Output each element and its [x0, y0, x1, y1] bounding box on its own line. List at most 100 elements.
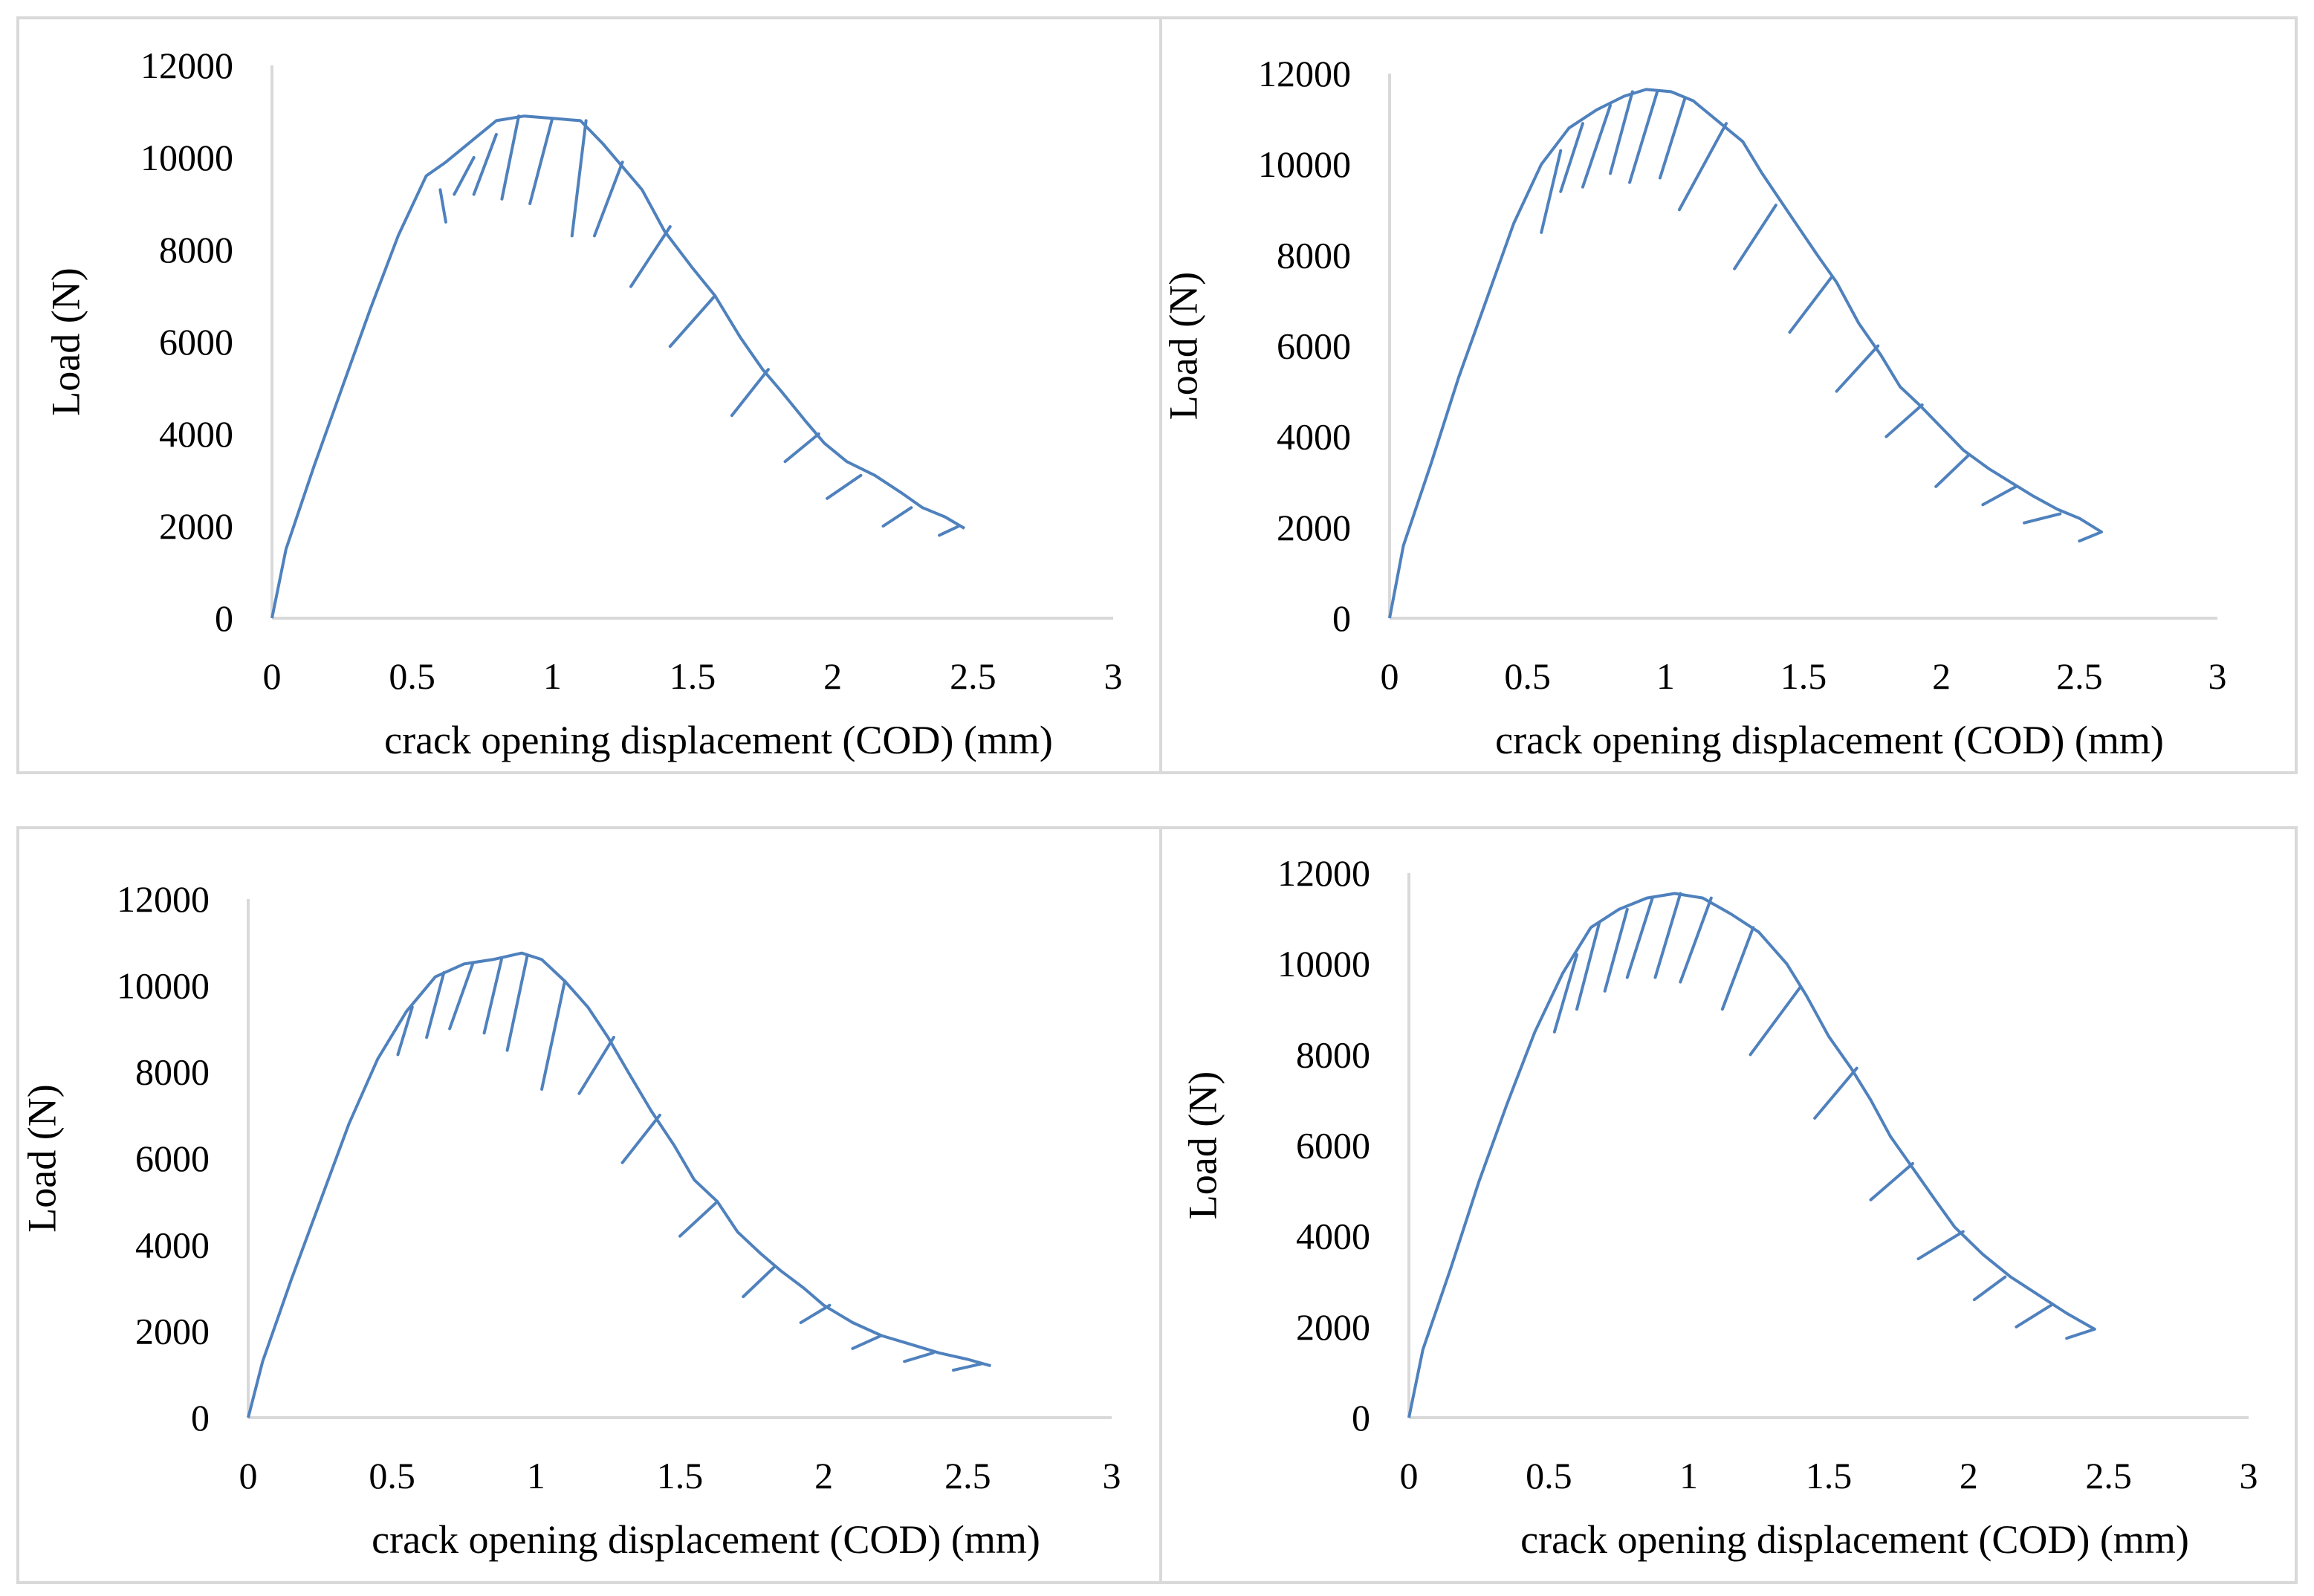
x-tick-label: 0 — [1400, 1455, 1419, 1496]
chart-2-svg: 0 2000 4000 6000 8000 10000 12000 0 0.5 1 1.5 2 2.5 3… — [1162, 53, 2227, 762]
unload-reload-segment — [438, 188, 447, 224]
unload-reload-segment — [570, 119, 588, 238]
x-tick-label: 1.5 — [657, 1455, 704, 1496]
x-tick-label: 0 — [239, 1455, 258, 1496]
series-line — [247, 951, 991, 1418]
x-axis-title: crack opening displacement (COD) (mm) — [384, 718, 1053, 762]
x-tick-label: 0.5 — [369, 1455, 415, 1496]
unload-reload-segment — [1934, 453, 1971, 488]
y-tick-label: 2000 — [1277, 507, 1351, 548]
unload-reload-segment — [540, 979, 567, 1091]
unload-reload-segment — [1972, 1275, 2007, 1302]
unload-reload-segment — [453, 156, 476, 196]
unload-reload-segment — [1658, 97, 1687, 180]
y-tick-label: 12000 — [117, 878, 210, 920]
y-tick-label: 6000 — [159, 321, 233, 363]
y-tick-label: 8000 — [1277, 234, 1351, 276]
x-tick-label: 0 — [1381, 655, 1399, 697]
chart-4-svg: 0 2000 4000 6000 8000 10000 12000 0 0.5 1 1.5 2 2.5 3… — [1180, 852, 2258, 1562]
unload-reload-segment — [1749, 984, 1803, 1057]
y-tick-label: 12000 — [1258, 53, 1351, 94]
series-line — [1407, 892, 2096, 1418]
unload-reload-segment — [826, 473, 863, 500]
y-tick-label: 4000 — [135, 1224, 210, 1265]
unload-reload-segment — [851, 1334, 884, 1350]
x-tick-label: 2 — [1932, 655, 1951, 697]
y-axis-title: Load (N) — [1180, 1071, 1225, 1219]
unload-reload-segment — [1788, 276, 1833, 334]
unload-reload-segment — [1720, 926, 1755, 1011]
chart-panel-2: 0 2000 4000 6000 8000 10000 12000 0 0.5 1 1.5 2 2.5 3… — [1159, 16, 2298, 774]
x-tick-label: 2.5 — [944, 1455, 991, 1496]
series-line — [1388, 88, 2103, 619]
unload-reload-segment — [730, 368, 770, 418]
unload-reload-segment — [938, 525, 961, 537]
x-tick-label: 3 — [1104, 655, 1123, 697]
unload-reload-segment — [472, 133, 498, 196]
y-tick-label: 2000 — [135, 1311, 210, 1352]
unload-reload-segment — [1981, 484, 2018, 507]
series-line — [270, 114, 966, 619]
unload-reload-segment — [1679, 896, 1713, 984]
unload-reload-segment — [799, 1303, 832, 1325]
y-tick-label: 0 — [1352, 1397, 1370, 1438]
y-tick-label: 12000 — [1277, 852, 1370, 894]
y-tick-label: 10000 — [140, 137, 233, 178]
unload-reload-segment — [592, 160, 624, 238]
y-tick-label: 4000 — [159, 413, 233, 455]
unload-reload-segment — [1609, 90, 1634, 175]
y-axis-title: Load (N) — [19, 1084, 64, 1232]
y-tick-label: 10000 — [117, 964, 210, 1006]
unload-reload-segment — [1869, 1161, 1914, 1201]
x-tick-label: 1 — [527, 1455, 545, 1496]
unload-reload-segment — [577, 1036, 615, 1095]
unload-reload-segment — [1628, 90, 1659, 184]
x-tick-label: 2 — [814, 1455, 833, 1496]
unload-reload-segment — [629, 225, 672, 288]
chart-panel-3: 0 2000 4000 6000 8000 10000 12000 0 0.5 1 1.5 2 2.5 3… — [16, 826, 1162, 1584]
unload-reload-segment — [742, 1265, 777, 1299]
x-tick-label: 1 — [1679, 1455, 1698, 1496]
unload-reload-segment — [2065, 1327, 2096, 1340]
y-tick-label: 6000 — [1277, 325, 1351, 367]
x-tick-label: 2 — [1960, 1455, 1978, 1496]
x-tick-label: 3 — [1103, 1455, 1121, 1496]
y-tick-label: 0 — [191, 1397, 210, 1438]
y-tick-label: 8000 — [135, 1051, 210, 1093]
unload-reload-segment — [1653, 892, 1682, 979]
y-tick-label: 10000 — [1277, 943, 1370, 984]
x-axis-title: crack opening displacement (COD) (mm) — [1495, 718, 2164, 762]
unload-reload-segment — [903, 1351, 935, 1363]
y-tick-label: 10000 — [1258, 143, 1351, 185]
x-tick-label: 1.5 — [1806, 1455, 1853, 1496]
x-tick-label: 0 — [263, 655, 282, 697]
chart-3-svg: 0 2000 4000 6000 8000 10000 12000 0 0.5 1 1.5 2 2.5 3… — [19, 878, 1121, 1562]
unload-reload-segment — [1552, 953, 1578, 1034]
x-tick-label: 2 — [823, 655, 842, 697]
unload-reload-segment — [881, 506, 913, 528]
unload-reload-segment — [500, 114, 521, 201]
y-tick-label: 4000 — [1296, 1216, 1370, 1257]
unload-reload-segment — [1733, 204, 1777, 270]
unload-reload-segment — [505, 953, 529, 1052]
unload-reload-segment — [1916, 1230, 1965, 1261]
x-tick-label: 2.5 — [2056, 655, 2103, 697]
x-tick-label: 2.5 — [950, 655, 996, 697]
unload-reload-segment — [1835, 344, 1880, 393]
x-tick-label: 3 — [2240, 1455, 2258, 1496]
unload-reload-segment — [1813, 1066, 1858, 1120]
unload-reload-segment — [951, 1362, 984, 1372]
x-tick-label: 1.5 — [670, 655, 716, 697]
y-axis-title: Load (N) — [43, 267, 88, 415]
x-axis-title: crack opening displacement (COD) (mm) — [372, 1517, 1040, 1562]
unload-reload-segment — [668, 294, 717, 348]
unload-reload-segment — [2023, 512, 2062, 525]
unload-reload-segment — [1559, 122, 1584, 193]
x-tick-label: 0.5 — [1526, 1455, 1572, 1496]
y-tick-label: 6000 — [1296, 1125, 1370, 1167]
unload-reload-segment — [1884, 403, 1924, 438]
unload-reload-segment — [1540, 149, 1563, 234]
y-tick-label: 0 — [215, 597, 233, 639]
unload-reload-segment — [620, 1113, 661, 1164]
x-tick-label: 2.5 — [2085, 1455, 2132, 1496]
